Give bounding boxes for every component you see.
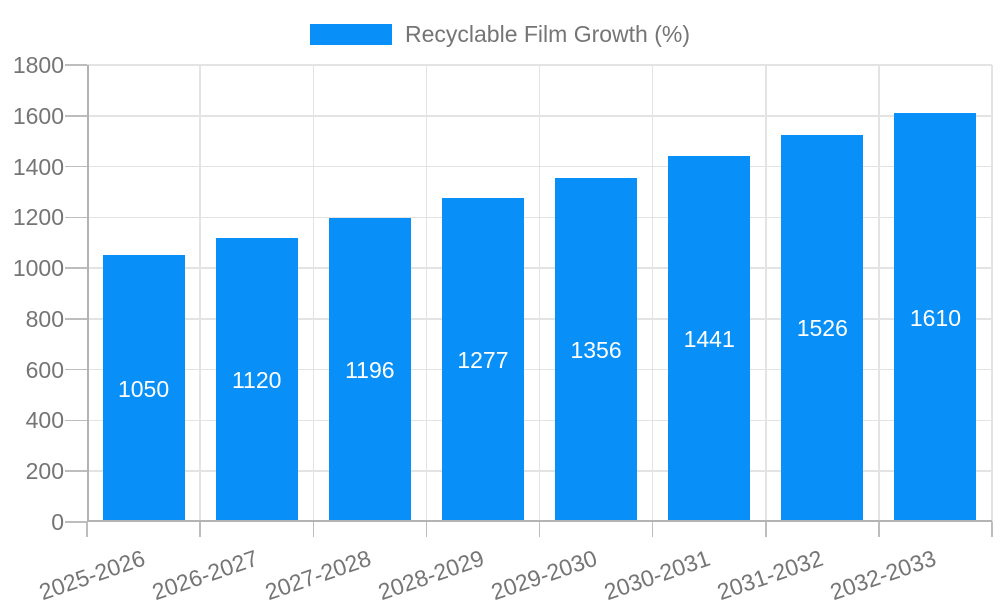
x-axis-tick-mark [991,522,993,537]
bar [441,197,524,522]
y-axis-tick-label: 1600 [12,102,64,129]
bar-value-label: 1196 [345,357,395,384]
bar-value-label: 1526 [796,315,848,342]
y-axis-tick-mark [65,318,87,320]
gridline-vertical [199,65,201,522]
x-axis-tick-mark [425,522,428,537]
gridline-vertical [425,65,428,522]
x-axis-tick-mark [765,522,767,537]
y-axis-tick-mark [65,115,87,117]
bar-value-label: 1277 [457,346,509,373]
bar-value-label: 1050 [117,375,170,402]
y-axis-tick-label: 0 [51,509,64,535]
y-axis-tick-mark [65,216,87,219]
y-axis-tick-label: 400 [25,407,64,434]
y-axis-tick-label: 200 [25,458,64,485]
y-axis-tick-mark [65,368,87,371]
bar-value-label: 1120 [231,366,282,393]
x-axis-tick-mark [199,522,201,537]
gridline-vertical [991,65,993,522]
gridline-vertical [765,65,767,522]
bar [781,134,864,522]
bar-value-label: 1610 [909,304,962,331]
y-axis-tick-mark [65,419,87,422]
plot-area: 1050 1120 1196 1277 1356 1441 1526 1610 [87,64,993,522]
gridline-vertical [312,65,314,522]
y-axis-tick-mark [65,64,87,66]
x-axis-tick-mark [878,522,880,537]
bar-value-label: 1441 [683,326,735,353]
legend-swatch [310,24,392,45]
legend: Recyclable Film Growth (%) [0,22,1000,47]
y-axis-tick-label: 1800 [12,52,64,78]
gridline-vertical [651,65,654,522]
y-axis-tick-mark [65,521,87,523]
y-axis-tick-label: 1400 [12,153,64,180]
gridline-vertical [538,65,541,522]
bar [668,156,751,522]
legend-label: Recyclable Film Growth (%) [405,21,690,47]
bar [215,237,298,522]
gridline-vertical [878,65,880,522]
y-axis-tick-mark [65,470,87,472]
y-axis-line [87,65,89,522]
y-axis-tick-label: 1200 [12,204,64,231]
y-axis-tick-label: 600 [25,356,64,383]
y-axis-tick-mark [65,267,87,269]
x-axis-tick-mark [538,522,541,537]
y-axis-tick-mark [65,165,87,168]
x-axis-tick-mark [651,522,654,537]
y-axis-tick-label: 1000 [12,255,64,282]
bar [102,255,185,522]
bar [894,113,977,522]
y-axis-tick-label: 800 [25,305,64,332]
x-axis-line [87,520,992,522]
bar-value-label: 1356 [570,336,622,363]
bar [328,218,411,522]
x-axis-tick-mark [86,522,88,537]
bar [555,177,638,522]
x-axis-tick-mark [312,522,314,537]
